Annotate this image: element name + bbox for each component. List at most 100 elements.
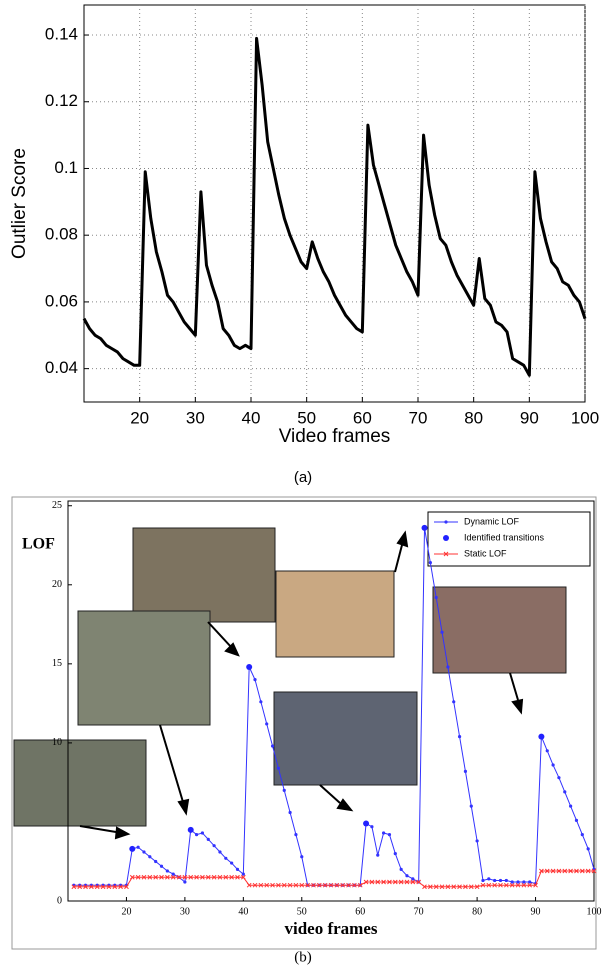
point <box>230 861 233 864</box>
point <box>154 860 157 863</box>
point <box>271 744 274 747</box>
y-tick-label: 20 <box>52 579 62 590</box>
point <box>148 855 151 858</box>
point <box>166 869 169 872</box>
point <box>259 700 262 703</box>
x-tick-label: 50 <box>297 408 316 427</box>
point <box>546 749 549 752</box>
thumbnail <box>433 587 566 673</box>
point <box>528 880 531 883</box>
y-tick-label: 0.08 <box>45 225 78 244</box>
x-tick-label: 90 <box>520 408 539 427</box>
y-tick-label: 0.06 <box>45 291 78 310</box>
arrow <box>320 785 340 803</box>
arrow <box>510 673 518 700</box>
arrow-head <box>226 644 238 655</box>
point <box>464 770 467 773</box>
caption: (a) <box>294 469 312 486</box>
transition-point <box>422 525 428 531</box>
figure: 0.040.060.080.10.120.1420304050607080901… <box>0 0 606 972</box>
point <box>300 855 303 858</box>
point <box>207 838 210 841</box>
arrow-head <box>338 800 351 810</box>
point <box>201 831 204 834</box>
point <box>253 678 256 681</box>
point <box>429 561 432 564</box>
point <box>435 596 438 599</box>
point <box>236 868 239 871</box>
point <box>581 833 584 836</box>
point <box>294 833 297 836</box>
point <box>388 833 391 836</box>
transition-point <box>188 827 194 833</box>
point <box>242 873 245 876</box>
x-tick-label: 80 <box>472 906 482 917</box>
point <box>458 735 461 738</box>
point <box>446 665 449 668</box>
point <box>142 850 145 853</box>
arrow-head <box>513 700 522 712</box>
point <box>137 846 140 849</box>
y-tick-label: 0.1 <box>54 158 78 177</box>
point <box>481 879 484 882</box>
x-tick-label: 50 <box>297 906 307 917</box>
arrow <box>208 622 232 648</box>
point <box>516 880 519 883</box>
transition-point <box>129 846 135 852</box>
point <box>370 825 373 828</box>
point <box>183 880 186 883</box>
point <box>283 789 286 792</box>
point <box>587 847 590 850</box>
y-tick-label: 0.04 <box>45 358 78 377</box>
legend-label: Dynamic LOF <box>464 516 520 526</box>
point <box>487 877 490 880</box>
point <box>563 790 566 793</box>
y-tick-label: 10 <box>52 737 62 748</box>
caption: (b) <box>294 949 312 965</box>
x-tick-label: 80 <box>464 408 483 427</box>
point <box>288 811 291 814</box>
legend-label: Identified transitions <box>464 532 545 542</box>
point <box>382 831 385 834</box>
score-line <box>84 38 585 375</box>
point <box>440 631 443 634</box>
point <box>575 819 578 822</box>
y-tick-label: 25 <box>52 500 62 511</box>
transition-point <box>538 734 544 740</box>
video-thumbnails <box>14 528 566 826</box>
point <box>551 763 554 766</box>
thumbnail <box>78 611 210 725</box>
thumbnail <box>14 740 146 826</box>
legend-marker <box>444 520 447 523</box>
x-tick-label: 40 <box>242 408 261 427</box>
arrow-head <box>398 533 407 546</box>
arrow <box>80 826 116 832</box>
legend-marker <box>443 535 449 541</box>
thumbnail <box>276 571 394 657</box>
point <box>493 879 496 882</box>
thumbnail <box>274 692 417 785</box>
arrow <box>160 725 183 802</box>
y-tick-label: 0 <box>57 895 62 906</box>
x-axis-label: video frames <box>284 919 377 938</box>
point <box>511 880 514 883</box>
point <box>470 805 473 808</box>
x-tick-label: 60 <box>353 408 372 427</box>
x-tick-label: 20 <box>121 906 131 917</box>
x-tick-label: 70 <box>409 408 428 427</box>
point <box>400 868 403 871</box>
arrow-head <box>179 800 188 813</box>
legend-marker <box>443 535 449 541</box>
y-tick-label: 15 <box>52 658 62 669</box>
point <box>522 880 525 883</box>
point <box>376 854 379 857</box>
point <box>569 805 572 808</box>
point <box>505 879 508 882</box>
x-tick-label: 90 <box>531 906 541 917</box>
x-tick-label: 100 <box>571 408 599 427</box>
thumbnail <box>133 528 275 622</box>
point <box>452 700 455 703</box>
point <box>277 767 280 770</box>
